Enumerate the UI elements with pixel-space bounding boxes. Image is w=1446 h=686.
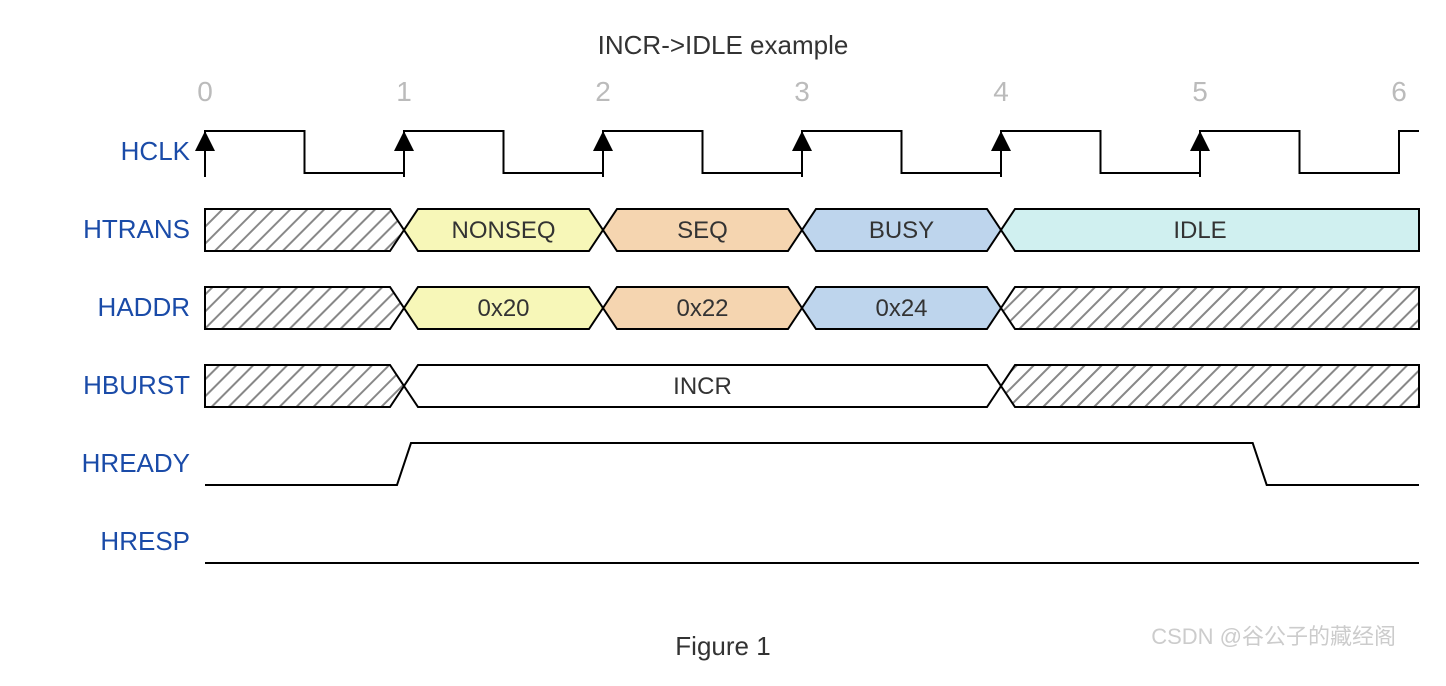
tick-label: 3 — [794, 76, 810, 107]
bus-segment — [205, 209, 404, 251]
bus-value-label: 0x20 — [477, 295, 529, 322]
clock-waveform — [205, 131, 1419, 173]
bus-value-label: SEQ — [677, 217, 728, 244]
bus-value-label: IDLE — [1173, 217, 1226, 244]
bus-segment — [205, 287, 404, 329]
signal-label-hclk: HCLK — [121, 136, 191, 166]
bus-value-label: INCR — [673, 373, 732, 400]
signal-label-haddr: HADDR — [98, 292, 190, 322]
tick-label: 6 — [1391, 76, 1407, 107]
bus-segment — [1001, 287, 1419, 329]
signal-label-hready: HREADY — [82, 448, 190, 478]
tick-label: 1 — [396, 76, 412, 107]
timing-diagram-svg: 0 1 2 3 4 5 6 HCLK HTRANS NONSEQ SEQ BUSY IDLE HADDR 0… — [20, 71, 1426, 611]
wire-waveform — [205, 443, 1419, 485]
bus-value-label: NONSEQ — [451, 217, 555, 244]
bus-segment — [205, 365, 404, 407]
watermark: CSDN @谷公子的藏经阁 — [1151, 619, 1396, 651]
tick-label: 4 — [993, 76, 1009, 107]
signal-label-hresp: HRESP — [100, 526, 190, 556]
bus-value-label: 0x22 — [676, 295, 728, 322]
timing-diagram-container: INCR->IDLE example 0 1 2 3 4 5 6 HCLK HTRANS NONS… — [20, 30, 1426, 666]
signal-label-htrans: HTRANS — [83, 214, 190, 244]
diagram-title: INCR->IDLE example — [20, 30, 1426, 61]
signal-label-hburst: HBURST — [83, 370, 190, 400]
bus-value-label: BUSY — [869, 217, 934, 244]
tick-label: 0 — [197, 76, 213, 107]
bus-segment — [1001, 365, 1419, 407]
bus-value-label: 0x24 — [875, 295, 927, 322]
tick-label: 2 — [595, 76, 611, 107]
tick-label: 5 — [1192, 76, 1208, 107]
